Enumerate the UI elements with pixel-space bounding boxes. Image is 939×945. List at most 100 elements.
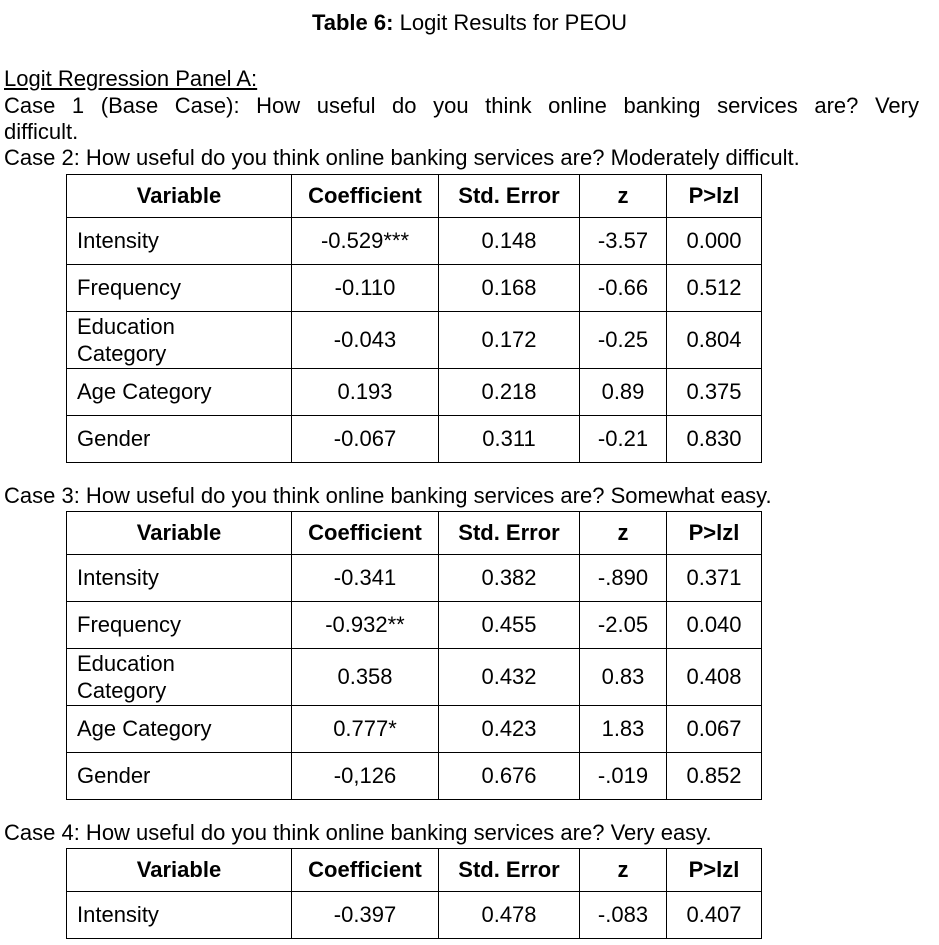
cell-coef: -0,126	[291, 752, 439, 800]
table-row: Intensity -0.341 0.382 -.890 0.371	[66, 554, 762, 602]
cell-se: 0.148	[438, 217, 580, 265]
header-coefficient: Coefficient	[291, 174, 439, 218]
cell-variable: Frequency	[66, 264, 292, 312]
case1-label: Case 1 (Base Case):	[4, 93, 240, 118]
cell-variable: Intensity	[66, 891, 292, 939]
cell-variable: Education Category	[66, 311, 292, 369]
cell-variable: Frequency	[66, 601, 292, 649]
cell-se: 0.455	[438, 601, 580, 649]
table-row: Age Category 0.193 0.218 0.89 0.375	[66, 368, 762, 416]
cell-se: 0.172	[438, 311, 580, 369]
case2-table: Variable Coefficient Std. Error z P>lzl …	[66, 174, 762, 463]
variable-line1: Education	[77, 314, 175, 339]
case3-label: Case 3: How useful do you think online b…	[4, 483, 772, 508]
cell-se: 0.218	[438, 368, 580, 416]
table-row: Intensity -0.397 0.478 -.083 0.407	[66, 891, 762, 939]
cell-se: 0.423	[438, 705, 580, 753]
cell-p: 0.852	[666, 752, 762, 800]
cell-p: 0.512	[666, 264, 762, 312]
cell-variable: Intensity	[66, 554, 292, 602]
header-p: P>lzl	[666, 174, 762, 218]
cell-variable: Age Category	[66, 368, 292, 416]
header-row: Variable Coefficient Std. Error z P>lzl	[66, 848, 762, 892]
cell-variable: Age Category	[66, 705, 292, 753]
table-row: Age Category 0.777* 0.423 1.83 0.067	[66, 705, 762, 753]
header-std-error: Std. Error	[438, 848, 580, 892]
cell-p: 0.804	[666, 311, 762, 369]
case1-line: Case 1 (Base Case): How useful do you th…	[4, 93, 919, 119]
title-text: Logit Results for PEOU	[399, 10, 628, 35]
cell-variable: Education Category	[66, 648, 292, 706]
cell-coef: -0.932**	[291, 601, 439, 649]
cell-z: 0.89	[579, 368, 667, 416]
cell-z: -.890	[579, 554, 667, 602]
cell-z: -0.66	[579, 264, 667, 312]
table-title: Table 6: Logit Results for PEOU	[0, 10, 939, 36]
cell-z: -.019	[579, 752, 667, 800]
cell-variable: Intensity	[66, 217, 292, 265]
table-row: Education Category -0.043 0.172 -0.25 0.8…	[66, 311, 762, 369]
case3-table: Variable Coefficient Std. Error z P>lzl …	[66, 511, 762, 800]
table-row: Frequency -0.932** 0.455 -2.05 0.040	[66, 601, 762, 649]
table-row: Gender -0.067 0.311 -0.21 0.830	[66, 415, 762, 463]
header-std-error: Std. Error	[438, 511, 580, 555]
header-variable: Variable	[66, 848, 292, 892]
title-bold: Table 6:	[311, 10, 394, 35]
cell-coef: -0.110	[291, 264, 439, 312]
panel-heading: Logit Regression Panel A:	[4, 66, 258, 91]
variable-line1: Education	[77, 651, 175, 676]
header-row: Variable Coefficient Std. Error z P>lzl	[66, 511, 762, 555]
cell-se: 0.676	[438, 752, 580, 800]
cell-variable: Gender	[66, 752, 292, 800]
cell-variable: Gender	[66, 415, 292, 463]
cell-coef: 0.777*	[291, 705, 439, 753]
case2-label: Case 2: How useful do you think online b…	[4, 145, 800, 170]
table-row: Intensity -0.529*** 0.148 -3.57 0.000	[66, 217, 762, 265]
header-z: z	[579, 174, 667, 218]
cell-z: -.083	[579, 891, 667, 939]
cell-se: 0.382	[438, 554, 580, 602]
cell-z: -0.25	[579, 311, 667, 369]
cell-p: 0.067	[666, 705, 762, 753]
table-row: Education Category 0.358 0.432 0.83 0.408	[66, 648, 762, 706]
variable-line2: Category	[77, 341, 167, 366]
table-row: Frequency -0.110 0.168 -0.66 0.512	[66, 264, 762, 312]
table-row: Gender -0,126 0.676 -.019 0.852	[66, 752, 762, 800]
variable-line2: Category	[77, 678, 167, 703]
header-std-error: Std. Error	[438, 174, 580, 218]
cell-coef: -0.341	[291, 554, 439, 602]
cell-se: 0.478	[438, 891, 580, 939]
header-p: P>lzl	[666, 848, 762, 892]
cell-z: -2.05	[579, 601, 667, 649]
cell-se: 0.168	[438, 264, 580, 312]
cell-coef: -0.529***	[291, 217, 439, 265]
cell-p: 0.408	[666, 648, 762, 706]
cell-z: -3.57	[579, 217, 667, 265]
header-coefficient: Coefficient	[291, 511, 439, 555]
case4-table: Variable Coefficient Std. Error z P>lzl …	[66, 848, 762, 939]
header-row: Variable Coefficient Std. Error z P>lzl	[66, 174, 762, 218]
case1-question: How useful do you think online banking s…	[256, 93, 859, 118]
cell-p: 0.830	[666, 415, 762, 463]
header-z: z	[579, 511, 667, 555]
cell-se: 0.432	[438, 648, 580, 706]
case1-answer: Very	[874, 93, 919, 118]
header-p: P>lzl	[666, 511, 762, 555]
header-z: z	[579, 848, 667, 892]
cell-coef: -0.043	[291, 311, 439, 369]
header-variable: Variable	[66, 174, 292, 218]
cell-coef: -0.397	[291, 891, 439, 939]
case1-continuation: difficult.	[4, 119, 79, 144]
cell-z: -0.21	[579, 415, 667, 463]
header-variable: Variable	[66, 511, 292, 555]
cell-p: 0.371	[666, 554, 762, 602]
cell-p: 0.375	[666, 368, 762, 416]
cell-z: 1.83	[579, 705, 667, 753]
header-coefficient: Coefficient	[291, 848, 439, 892]
cell-coef: 0.358	[291, 648, 439, 706]
cell-p: 0.040	[666, 601, 762, 649]
cell-p: 0.000	[666, 217, 762, 265]
cell-se: 0.311	[438, 415, 580, 463]
cell-coef: 0.193	[291, 368, 439, 416]
cell-p: 0.407	[666, 891, 762, 939]
